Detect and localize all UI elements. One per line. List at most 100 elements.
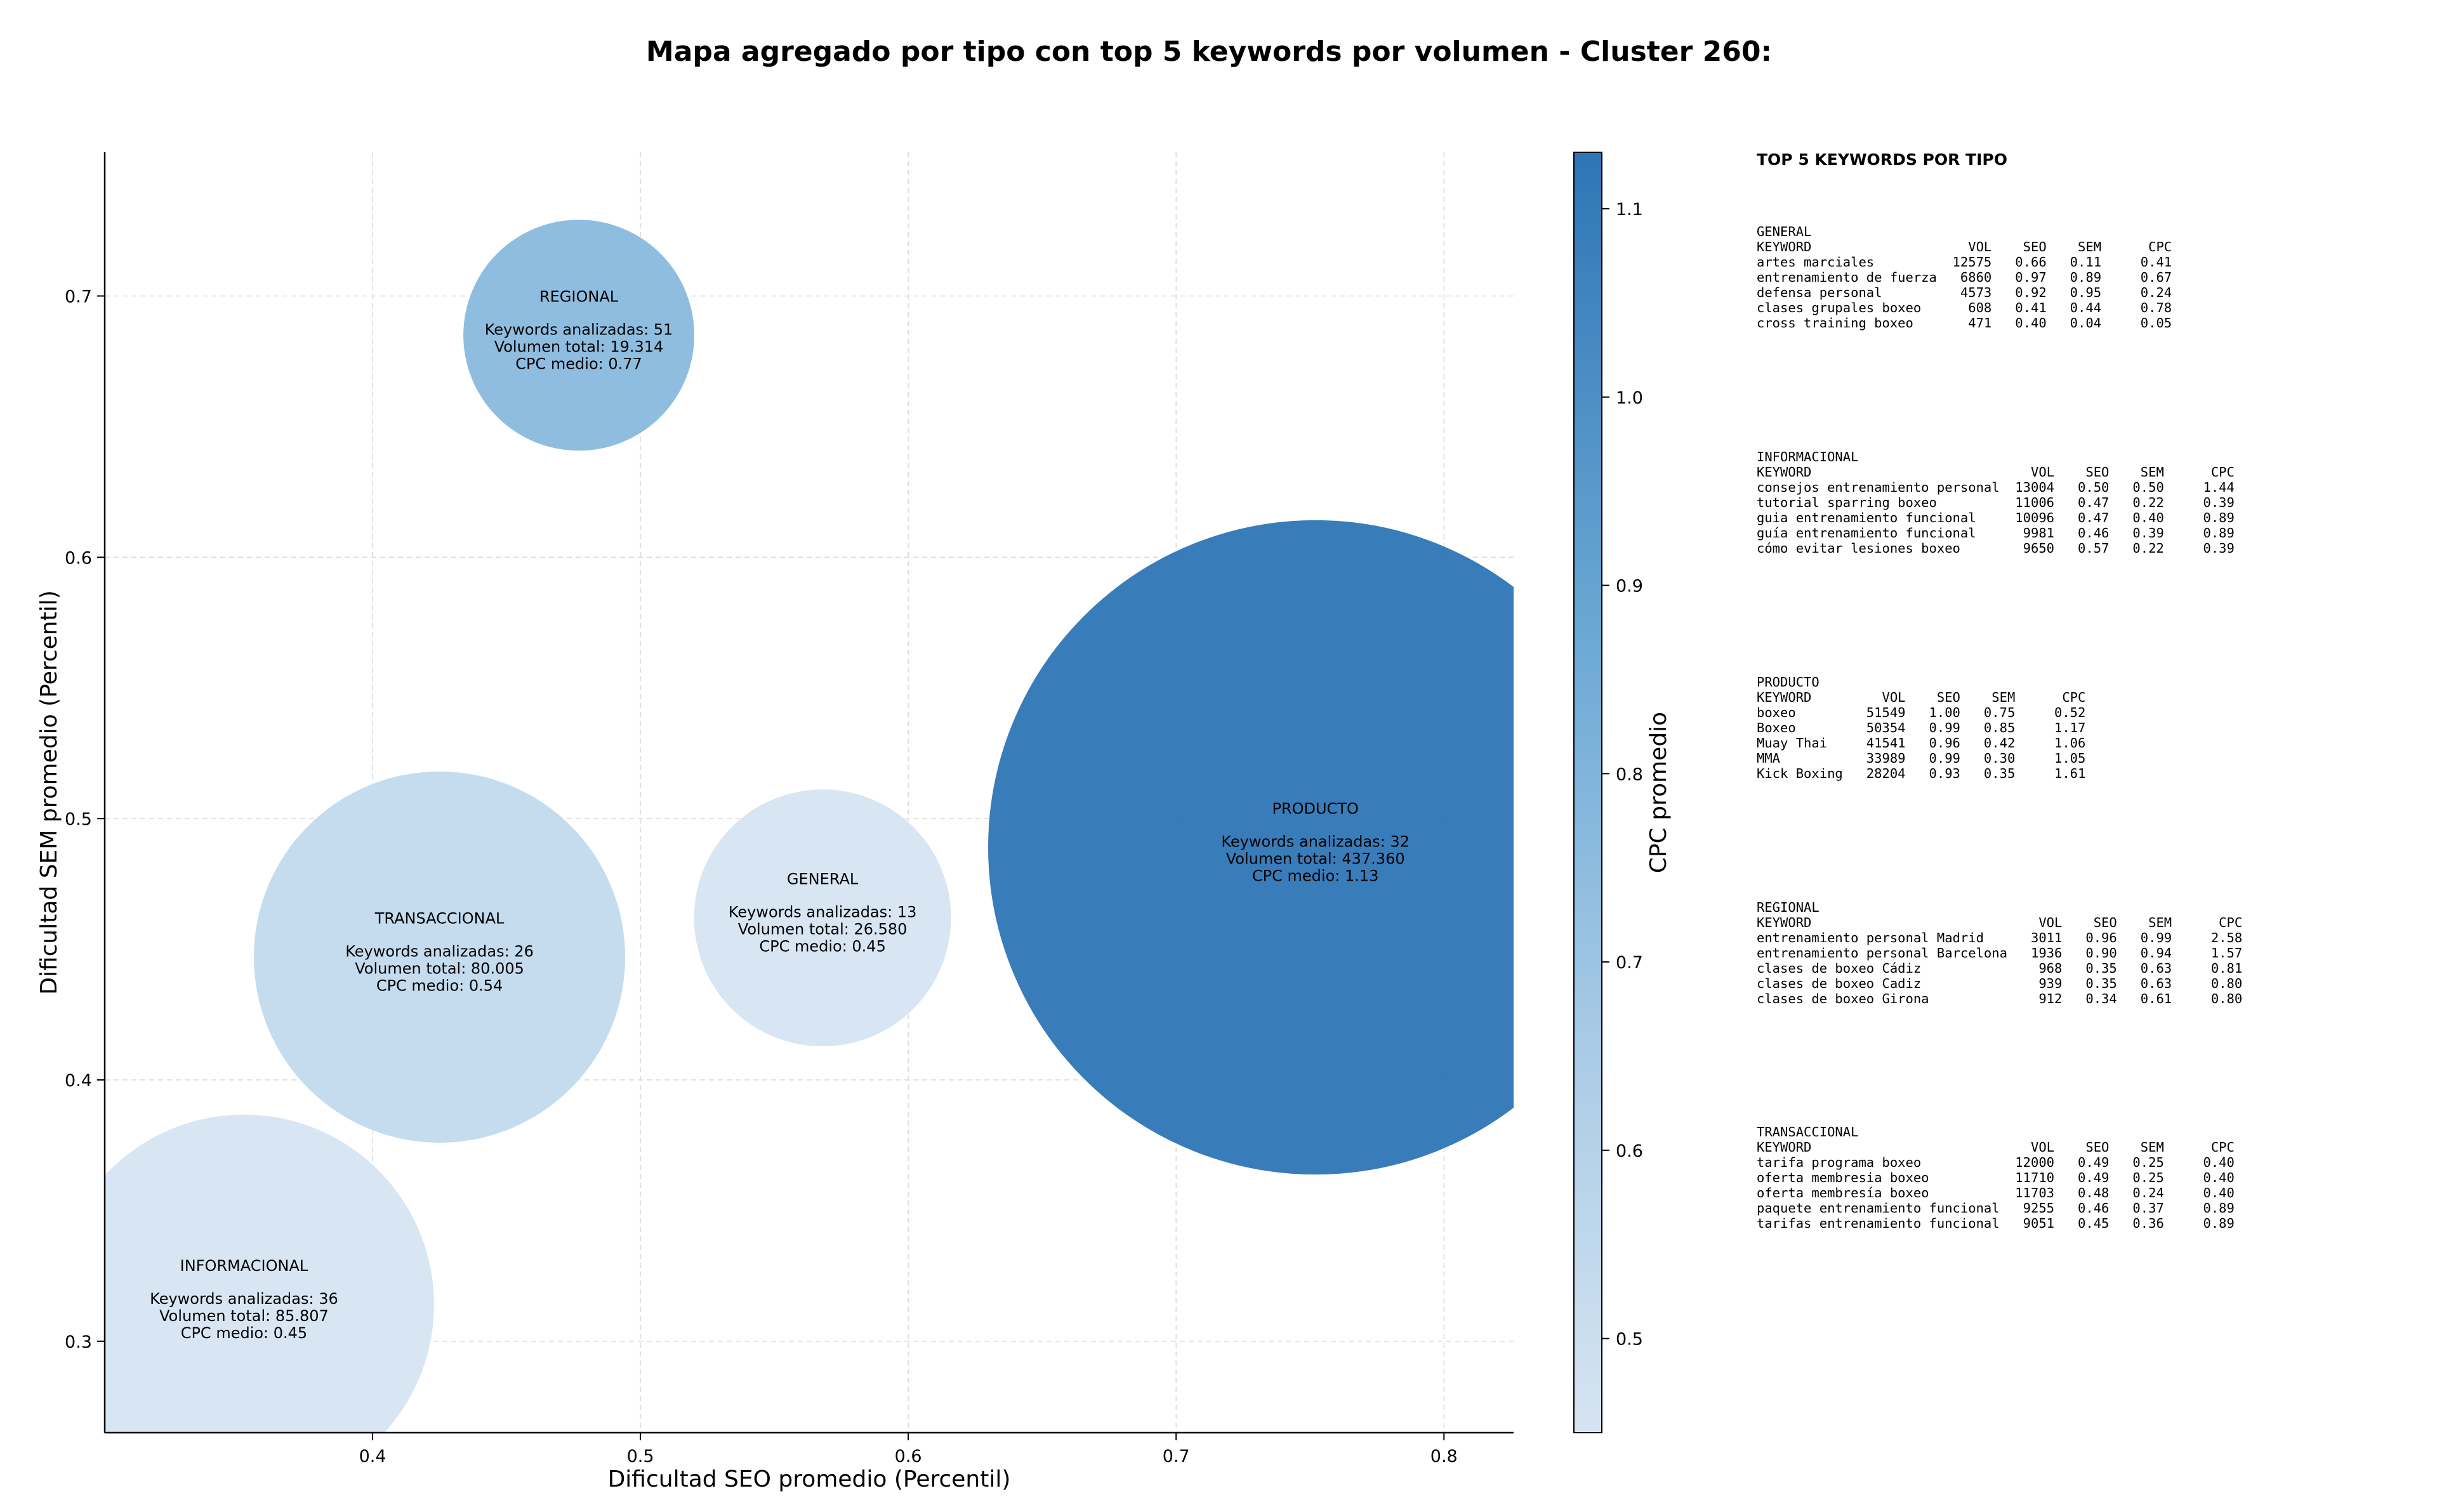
chart-title: Mapa agregado por tipo con top 5 keyword…: [646, 36, 1772, 68]
bubble-circle: [987, 519, 1514, 1175]
keyword-table-row: clases de boxeo Cadiz 939 0.35 0.63 0.80: [1757, 976, 2242, 991]
keyword-table-row: oferta membresia boxeo 11710 0.49 0.25 0…: [1757, 1170, 2235, 1185]
keyword-table-row: clases de boxeo Cádiz 968 0.35 0.63 0.81: [1757, 961, 2242, 976]
y-tick-label: 0.7: [65, 287, 92, 307]
y-ticks: 0.3 0.4 0.5 0.6 0.7: [65, 287, 105, 1352]
bubble-circle: [693, 789, 952, 1048]
y-tick-label: 0.6: [65, 548, 92, 568]
keyword-table-row: oferta membresía boxeo 11703 0.48 0.24 0…: [1757, 1185, 2235, 1200]
bubble-keywords-label: Keywords analizadas: 13: [729, 904, 917, 921]
keyword-table-title: PRODUCTO: [1757, 674, 1819, 690]
bubble-circle: [253, 770, 626, 1143]
colorbar: 0.5 0.6 0.7 0.8 0.9 1.0 1.1 CPC promedio: [1573, 152, 1672, 1433]
keyword-table-row: entrenamiento personal Barcelona 1936 0.…: [1757, 945, 2242, 961]
bubble-circle: [463, 219, 695, 452]
bubble-cpc-label: CPC medio: 1.13: [1252, 867, 1379, 884]
keyword-table-row: paquete entrenamiento funcional 9255 0.4…: [1757, 1200, 2235, 1216]
y-tick-label: 0.3: [65, 1332, 92, 1352]
x-axis-label: Dificultad SEO promedio (Percentil): [608, 1466, 1011, 1492]
colorbar-label: CPC promedio: [1646, 712, 1672, 873]
colorbar-gradient: [1573, 152, 1602, 1433]
colorbar-tick-label: 1.0: [1616, 388, 1643, 408]
colorbar-tick-label: 0.7: [1616, 953, 1643, 973]
bubble-circle: [105, 1114, 435, 1433]
x-tick-label: 0.5: [627, 1447, 654, 1466]
bubble-type-label: PRODUCTO: [1272, 799, 1358, 817]
bubble-cpc-label: CPC medio: 0.77: [515, 355, 642, 372]
keyword-table-header: KEYWORD VOL SEO SEM CPC: [1757, 1140, 2235, 1155]
keyword-table-row: Kick Boxing 28204 0.93 0.35 1.61: [1757, 766, 2085, 781]
bubble-type-label: TRANSACCIONAL: [374, 909, 505, 927]
bubble-cpc-label: CPC medio: 0.45: [759, 938, 886, 956]
keyword-table-row: Muay Thai 41541 0.96 0.42 1.06: [1757, 735, 2085, 751]
bubble-keywords-label: Keywords analizadas: 51: [485, 320, 673, 338]
colorbar-tick-label: 0.5: [1616, 1330, 1643, 1350]
bubble-type-label: REGIONAL: [539, 287, 619, 305]
bubble-type-label: INFORMACIONAL: [180, 1257, 308, 1275]
bubble-keywords-label: Keywords analizadas: 26: [345, 942, 534, 960]
bubble-transaccional: TRANSACCIONAL Keywords analizadas: 26Volu…: [253, 770, 626, 1143]
bubble-volume-label: Volumen total: 26.580: [738, 921, 908, 938]
side-panel-heading: TOP 5 KEYWORDS POR TIPO: [1757, 150, 2007, 169]
bubble-keywords-label: Keywords analizadas: 32: [1221, 832, 1410, 850]
y-tick-label: 0.4: [65, 1071, 92, 1091]
x-tick-label: 0.6: [895, 1447, 922, 1466]
keyword-table-row: clases grupales boxeo 608 0.41 0.44 0.78: [1757, 300, 2172, 315]
keyword-table-row: entrenamiento de fuerza 6860 0.97 0.89 0…: [1757, 270, 2172, 285]
keyword-table-row: Boxeo 50354 0.99 0.85 1.17: [1757, 720, 2085, 735]
x-tick-label: 0.7: [1163, 1447, 1190, 1466]
keyword-table-row: tutorial sparring boxeo 11006 0.47 0.22 …: [1757, 495, 2235, 510]
colorbar-tick-label: 0.6: [1616, 1141, 1643, 1161]
bubble-type-label: GENERAL: [787, 871, 859, 888]
bubble-volume-label: Volumen total: 19.314: [494, 338, 664, 355]
keyword-table-row: artes marciales 12575 0.66 0.11 0.41: [1757, 254, 2172, 270]
y-tick-label: 0.5: [65, 810, 92, 829]
y-axis-label: Dificultad SEM promedio (Percentil): [36, 590, 62, 995]
bubble-informacional: INFORMACIONAL Keywords analizadas: 36Volu…: [105, 1114, 435, 1433]
bubble-volume-label: Volumen total: 437.360: [1226, 850, 1405, 867]
keyword-table-title: REGIONAL: [1757, 900, 1819, 915]
keyword-table-header: KEYWORD VOL SEO SEM CPC: [1757, 915, 2242, 930]
keyword-table-title: GENERAL: [1757, 224, 1811, 239]
keyword-table-row: guia entrenamiento funcional 10096 0.47 …: [1757, 510, 2235, 525]
keyword-table-row: consejos entrenamiento personal 13004 0.…: [1757, 480, 2235, 495]
colorbar-tick-label: 1.1: [1616, 200, 1643, 220]
x-tick-label: 0.4: [359, 1447, 386, 1466]
keyword-table-row: guía entrenamiento funcional 9981 0.46 0…: [1757, 525, 2235, 541]
bubble-keywords-label: Keywords analizadas: 36: [150, 1290, 338, 1308]
keyword-table-header: KEYWORD VOL SEO SEM CPC: [1757, 464, 2235, 480]
keyword-table-row: clases de boxeo Girona 912 0.34 0.61 0.8…: [1757, 991, 2242, 1006]
plot-axes: [103, 152, 1514, 1434]
colorbar-tick-label: 0.9: [1616, 577, 1643, 596]
keyword-table-header: KEYWORD VOL SEO SEM CPC: [1757, 239, 2172, 254]
keyword-table-title: INFORMACIONAL: [1757, 449, 1858, 464]
bubble-volume-label: Volumen total: 85.807: [159, 1307, 329, 1325]
keyword-table-row: cómo evitar lesiones boxeo 9650 0.57 0.2…: [1757, 541, 2235, 556]
bubble-cpc-label: CPC medio: 0.45: [181, 1324, 308, 1342]
bubble-cpc-label: CPC medio: 0.54: [376, 976, 503, 994]
keyword-table-row: cross training boxeo 471 0.40 0.04 0.05: [1757, 315, 2172, 331]
keyword-table-row: defensa personal 4573 0.92 0.95 0.24: [1757, 285, 2172, 300]
colorbar-tick-label: 0.8: [1616, 765, 1643, 784]
keyword-table-title: TRANSACCIONAL: [1757, 1124, 1858, 1140]
keyword-table-row: tarifas entrenamiento funcional 9051 0.4…: [1757, 1216, 2235, 1231]
keyword-table-row: boxeo 51549 1.00 0.75 0.52: [1757, 705, 2085, 720]
keyword-table-row: MMA 33989 0.99 0.30 1.05: [1757, 751, 2085, 766]
bubble-volume-label: Volumen total: 80.005: [355, 959, 524, 977]
colorbar-ticks: 0.5 0.6 0.7 0.8 0.9 1.0 1.1: [1602, 200, 1643, 1350]
keyword-table-row: entrenamiento personal Madrid 3011 0.96 …: [1757, 930, 2242, 945]
x-ticks: 0.4 0.5 0.6 0.7 0.8: [359, 1433, 1458, 1466]
x-tick-label: 0.8: [1430, 1447, 1458, 1466]
keyword-table-header: KEYWORD VOL SEO SEM CPC: [1757, 690, 2085, 705]
